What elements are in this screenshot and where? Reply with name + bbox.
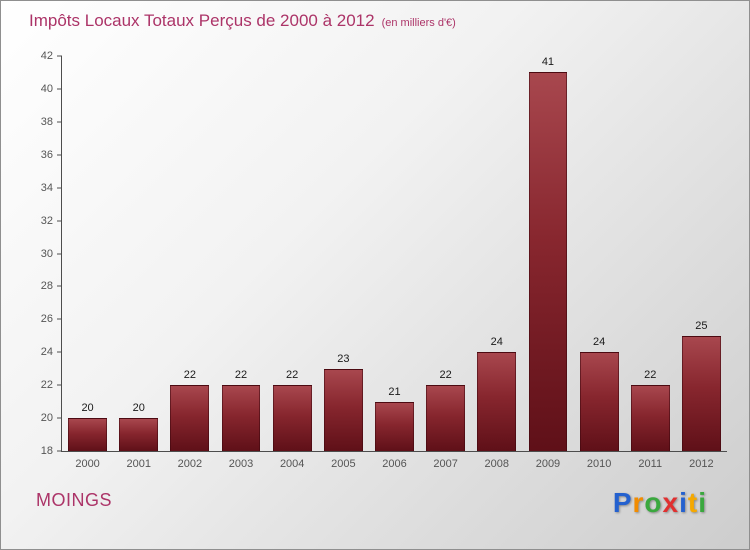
- bar-2007: [426, 385, 466, 451]
- x-tick-label: 2001: [126, 458, 151, 470]
- logo-letter: i: [679, 487, 688, 518]
- proxiti-logo: Proxiti: [613, 487, 707, 519]
- y-tick-mark: [57, 450, 62, 452]
- y-tick-label: 40: [40, 82, 53, 95]
- y-tick-label: 34: [40, 181, 53, 194]
- location-label: MOINGS: [36, 490, 113, 510]
- y-tick-mark: [57, 154, 62, 156]
- bar-value-label: 21: [388, 385, 401, 398]
- bar-slot: 22 2007: [420, 56, 471, 470]
- y-tick-mark: [57, 55, 62, 57]
- y-tick-label: 18: [40, 445, 53, 457]
- y-tick-label: 30: [40, 247, 53, 260]
- bar-value-label: 22: [439, 369, 452, 382]
- x-tick-label: 2012: [689, 458, 714, 470]
- y-tick-label: 42: [40, 50, 53, 62]
- x-tick-label: 2007: [433, 458, 458, 470]
- y-tick-mark: [57, 121, 62, 123]
- bar-value-label: 25: [695, 319, 708, 332]
- y-tick-mark: [57, 351, 62, 353]
- logo-letter: o: [644, 487, 663, 518]
- bar-2001: [119, 418, 159, 451]
- y-tick-mark: [57, 417, 62, 419]
- bar-value-label: 22: [183, 369, 196, 382]
- bar-2008: [477, 352, 517, 451]
- y-tick-mark: [57, 187, 62, 189]
- bar-2000: [68, 418, 107, 451]
- bar-value-label: 41: [541, 56, 555, 69]
- y-tick-mark: [57, 88, 62, 90]
- x-tick-label: 2003: [228, 458, 254, 470]
- bar-slot: 21 2006: [369, 56, 420, 470]
- y-tick-label: 28: [40, 280, 53, 293]
- y-tick-mark: [57, 318, 62, 320]
- bar-slot: 25 2012: [676, 56, 727, 470]
- bar-2011: [630, 385, 670, 451]
- bar-value-label: 22: [644, 369, 657, 382]
- logo-letter: t: [687, 487, 699, 518]
- y-tick-mark: [57, 220, 62, 222]
- bar-2012: [681, 335, 721, 451]
- bar-2004: [272, 385, 312, 451]
- logo-letter: i: [698, 487, 707, 518]
- bar-value-label: 24: [592, 336, 606, 349]
- bar-slot: 41 2009: [522, 56, 573, 470]
- bar-slot: 22 2002: [164, 56, 215, 470]
- x-tick-label: 2002: [177, 458, 203, 470]
- bar-2009: [528, 72, 568, 451]
- x-tick-label: 2005: [331, 458, 356, 470]
- bar-slot: 24 2008: [471, 56, 522, 470]
- bar-slot: 20 2001: [113, 56, 164, 470]
- logo-letter: P: [612, 487, 633, 518]
- bar-2006: [375, 401, 414, 451]
- x-tick-label: 2009: [535, 458, 561, 470]
- chart-title-row: Impôts Locaux Totaux Perçus de 2000 à 20…: [29, 11, 456, 31]
- y-tick-label: 36: [40, 148, 53, 161]
- bar-2002: [170, 385, 210, 451]
- x-tick-label: 2010: [586, 458, 612, 470]
- bar-value-label: 22: [286, 369, 299, 382]
- bar-value-label: 24: [490, 336, 503, 349]
- x-tick-label: 2011: [638, 458, 663, 470]
- bar-slot: 22 2004: [267, 56, 318, 470]
- bar-2005: [323, 368, 363, 451]
- logo-letter: r: [632, 487, 645, 518]
- bar-value-label: 22: [234, 369, 248, 382]
- y-tick-label: 32: [40, 214, 53, 227]
- y-tick-mark: [57, 253, 62, 254]
- bar-slot: 20 2000: [62, 56, 113, 470]
- logo-letter: x: [662, 487, 680, 518]
- x-tick-label: 2000: [75, 458, 100, 470]
- x-tick-label: 2006: [382, 458, 407, 470]
- y-tick-mark: [57, 384, 62, 386]
- bar-2010: [579, 352, 619, 451]
- y-tick-label: 22: [40, 379, 53, 392]
- y-tick-label: 20: [40, 412, 53, 425]
- bar-slot: 22 2011: [625, 56, 676, 470]
- x-tick-label: 2008: [484, 458, 510, 470]
- chart-title: Impôts Locaux Totaux Perçus de 2000 à 20…: [29, 11, 375, 30]
- chart-subtitle: (en milliers d'€): [381, 17, 456, 29]
- y-tick-mark: [57, 285, 62, 287]
- bar-value-label: 20: [132, 402, 145, 415]
- bar-2003: [221, 385, 261, 451]
- y-tick-label: 24: [40, 346, 53, 359]
- bar-slot: 23 2005: [318, 56, 369, 470]
- bar-value-label: 23: [337, 352, 350, 365]
- x-tick-label: 2004: [279, 458, 305, 470]
- plot-area: 18 20 22 24 26 28 30 32 34 36 38 40 42 20 2000 20 2001 22…: [41, 50, 727, 470]
- y-tick-label: 38: [40, 115, 53, 128]
- y-tick-label: 26: [40, 313, 53, 326]
- bar-slot: 22 2003: [215, 56, 266, 470]
- bar-slot: 24 2010: [574, 56, 625, 470]
- bar-value-label: 20: [81, 402, 94, 415]
